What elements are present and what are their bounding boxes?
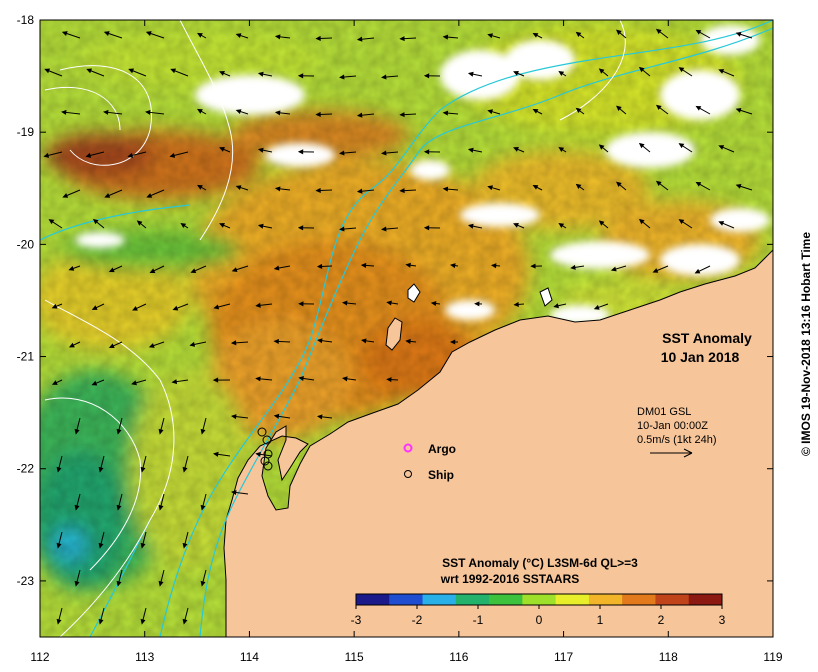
ship-marker-icon xyxy=(404,470,412,478)
island-small-2 xyxy=(539,287,553,307)
colorbar-swatch xyxy=(688,594,723,605)
ship-track xyxy=(257,427,273,471)
map-field xyxy=(40,20,773,637)
land-mass xyxy=(223,249,773,637)
x-tick-label: 114 xyxy=(240,650,259,664)
colorbar-swatch xyxy=(622,594,656,605)
colorbar-swatch xyxy=(422,594,457,605)
map-frame xyxy=(39,19,774,638)
argo-legend: Argo xyxy=(403,442,456,456)
anomaly-contours xyxy=(44,20,626,637)
y-tick-label: -19 xyxy=(17,125,35,139)
argo-label: Argo xyxy=(428,442,456,456)
y-tick-label: -20 xyxy=(17,237,35,251)
island xyxy=(385,317,403,351)
y-axis: -18 -19 -20 -21 -22 -23 xyxy=(17,13,773,588)
info-line1: DM01 GSL xyxy=(637,406,691,418)
colorbar-swatch xyxy=(655,594,690,605)
x-tick-label: 117 xyxy=(554,650,573,664)
x-tick-label: 119 xyxy=(763,650,782,664)
colorbar-tick-label: -1 xyxy=(473,613,484,627)
colorbar-swatch xyxy=(588,594,623,605)
missing-data-patches xyxy=(75,25,770,325)
scale-arrow xyxy=(650,448,693,458)
title-line2: 10 Jan 2018 xyxy=(661,349,740,365)
info-line3: 0.5m/s (1kt 24h) xyxy=(637,434,716,446)
credit-text: © IMOS 19-Nov-2018 13:16 Hobart Time xyxy=(799,231,813,457)
colorbar-tick-label: -3 xyxy=(351,613,362,627)
colorbar-title-line2: wrt 1992-2016 SSTAARS xyxy=(440,572,580,586)
colorbar-tick-label: 0 xyxy=(536,613,543,627)
x-tick-label: 115 xyxy=(345,650,364,664)
colorbar-swatch xyxy=(522,594,557,605)
y-tick-label: -18 xyxy=(17,13,35,27)
x-axis: 112 113 114 115 116 117 118 119 xyxy=(30,20,783,664)
colorbar: -3 -2 -1 0 1 2 3 xyxy=(351,593,726,627)
y-tick-label: -21 xyxy=(17,350,35,364)
argo-marker-icon xyxy=(403,443,413,453)
colorbar-swatch xyxy=(455,594,490,605)
x-tick-label: 116 xyxy=(449,650,468,664)
title-line1: SST Anomaly xyxy=(662,330,752,346)
colorbar-tick-label: 3 xyxy=(719,613,726,627)
x-tick-label: 118 xyxy=(659,650,678,664)
colorbar-swatch xyxy=(555,594,590,605)
colorbar-tick-label: 1 xyxy=(597,613,604,627)
y-tick-label: -22 xyxy=(17,462,35,476)
colorbar-swatch xyxy=(489,594,523,605)
info-line2: 10-Jan 00:00Z xyxy=(637,420,708,432)
colorbar-swatch xyxy=(356,594,390,605)
x-tick-label: 113 xyxy=(135,650,154,664)
ship-legend: Ship xyxy=(404,468,454,482)
colorbar-swatch xyxy=(389,594,424,605)
island-small xyxy=(407,283,421,303)
y-tick-label: -23 xyxy=(17,574,35,588)
colorbar-tick-label: -2 xyxy=(412,613,423,627)
ship-label: Ship xyxy=(428,468,454,482)
current-vectors xyxy=(43,28,753,625)
colorbar-tick-label: 2 xyxy=(658,613,665,627)
x-tick-label: 112 xyxy=(30,650,49,664)
colorbar-title-line1: SST Anomaly (°C) L3SM-6d QL>=3 xyxy=(442,556,638,570)
